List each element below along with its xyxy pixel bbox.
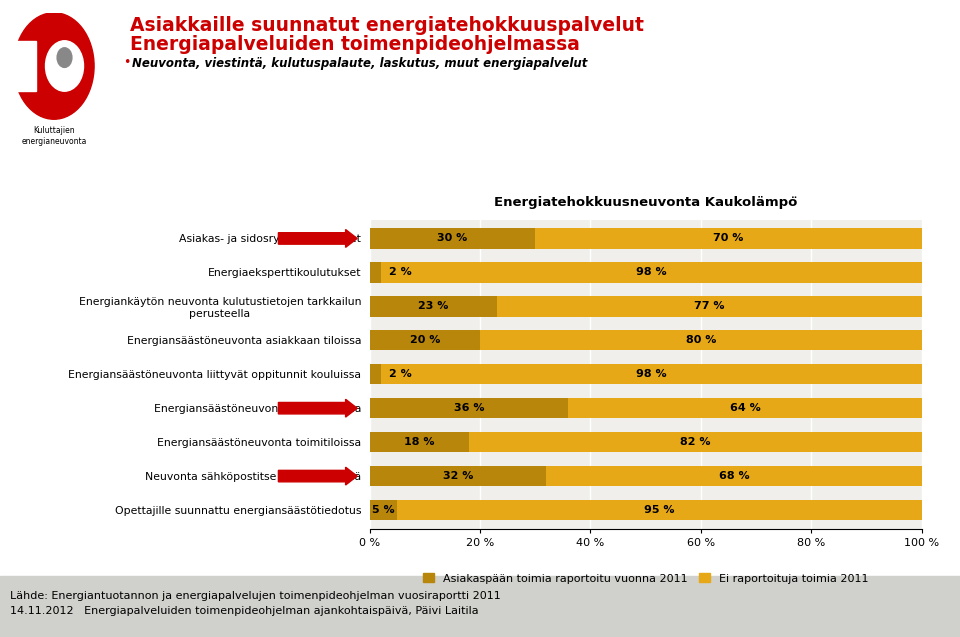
Text: 18 %: 18 % [404,437,435,447]
Text: Kuluttajien
energianeuvonta: Kuluttajien energianeuvonta [21,126,86,146]
Bar [370,500,397,520]
Bar [536,228,922,248]
Text: Neuvonta, viestintä, kulutuspalaute, laskutus, muut energiapalvelut: Neuvonta, viestintä, kulutuspalaute, las… [132,57,588,70]
Bar [370,466,546,486]
Text: 82 %: 82 % [680,437,710,447]
Circle shape [45,41,84,91]
Bar [370,432,468,452]
Text: 23 %: 23 % [418,301,448,311]
Text: 2 %: 2 % [389,268,412,277]
Bar [370,262,380,283]
Bar [370,330,480,350]
Text: 2 %: 2 % [389,369,412,379]
Bar [380,262,922,283]
Text: 80 %: 80 % [685,335,716,345]
Text: 5 %: 5 % [372,505,395,515]
Text: 70 %: 70 % [713,233,744,243]
Text: •: • [123,56,131,69]
Text: 36 %: 36 % [454,403,484,413]
Legend: Asiakaspään toimia raportoitu vuonna 2011, Ei raportoituja toimia 2011: Asiakaspään toimia raportoitu vuonna 201… [419,569,873,588]
Bar [397,500,922,520]
Text: 98 %: 98 % [636,268,666,277]
Bar [496,296,922,317]
Text: Lähde: Energiantuotannon ja energiapalvelujen toimenpideohjelman vuosiraportti 2: Lähde: Energiantuotannon ja energiapalve… [10,591,500,601]
Text: 95 %: 95 % [644,505,675,515]
Text: 68 %: 68 % [719,471,749,481]
Text: 77 %: 77 % [694,301,725,311]
Text: 30 %: 30 % [437,233,468,243]
Bar [10,41,36,91]
Circle shape [13,13,94,119]
Title: Energiatehokkuusneuvonta Kaukolämpö: Energiatehokkuusneuvonta Kaukolämpö [493,196,798,209]
Text: 14.11.2012   Energiapalveluiden toimenpideohjelman ajankohtaispäivä, Päivi Laiti: 14.11.2012 Energiapalveluiden toimenpide… [10,606,478,617]
Text: 98 %: 98 % [636,369,666,379]
Bar [370,398,568,419]
Bar [380,364,922,384]
Bar [370,364,380,384]
Circle shape [58,48,72,68]
Text: 32 %: 32 % [443,471,473,481]
Bar [370,228,536,248]
Bar [568,398,922,419]
Bar [370,296,496,317]
Bar [468,432,922,452]
Bar [480,330,922,350]
Bar [546,466,922,486]
Text: Asiakkaille suunnatut energiatehokkuuspalvelut: Asiakkaille suunnatut energiatehokkuuspa… [130,16,643,35]
Text: Energiapalveluiden toimenpideohjelmassa: Energiapalveluiden toimenpideohjelmassa [130,35,580,54]
Text: 20 %: 20 % [410,335,440,345]
Text: 64 %: 64 % [730,403,760,413]
